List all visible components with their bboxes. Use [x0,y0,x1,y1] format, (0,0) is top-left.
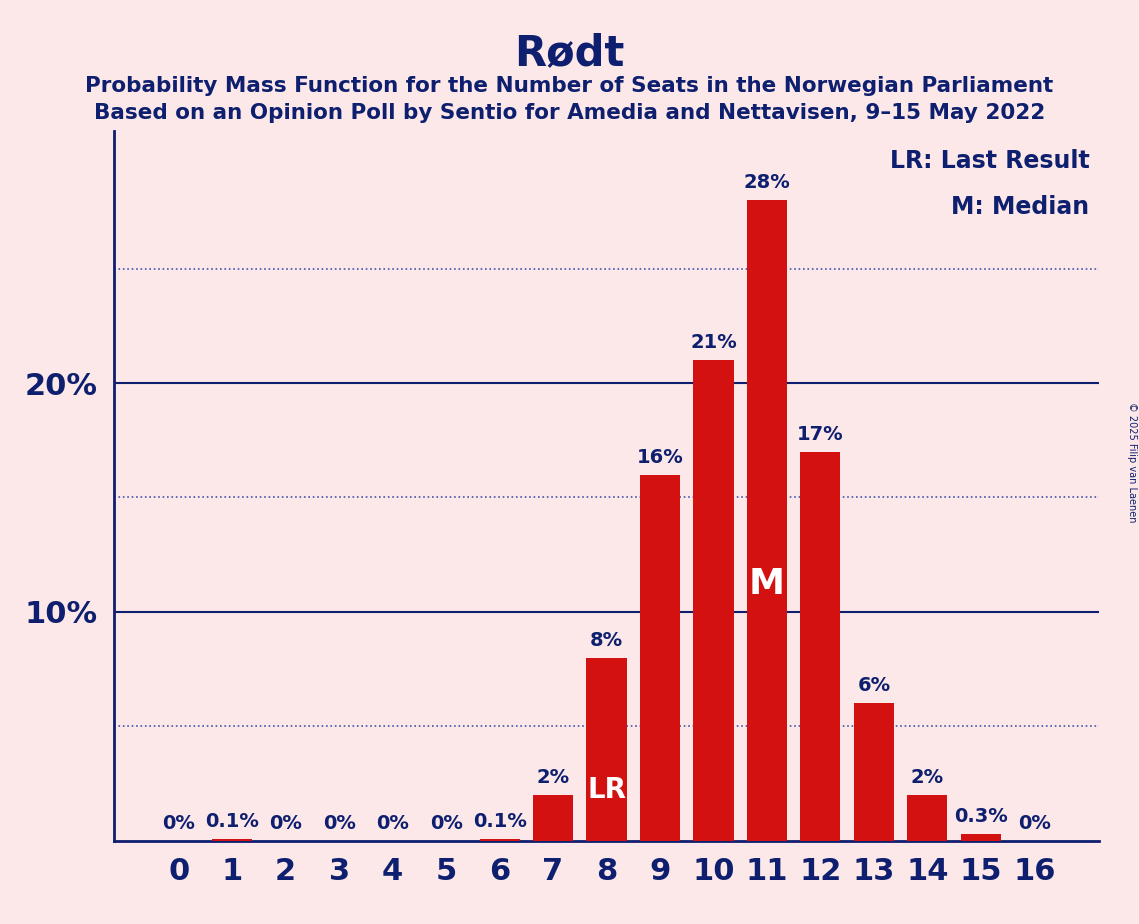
Text: Rødt: Rødt [515,32,624,74]
Text: 16%: 16% [637,447,683,467]
Text: 0%: 0% [429,814,462,833]
Text: 0%: 0% [1018,814,1051,833]
Text: 28%: 28% [744,173,790,192]
Bar [587,658,626,841]
Text: M: M [749,567,785,602]
Bar [533,795,573,841]
Text: 0.1%: 0.1% [205,811,260,831]
Text: 6%: 6% [858,676,891,696]
Text: © 2025 Filip van Laenen: © 2025 Filip van Laenen [1126,402,1137,522]
Text: 0%: 0% [162,814,195,833]
Text: 0.3%: 0.3% [954,807,1008,826]
Bar [747,200,787,841]
Text: Probability Mass Function for the Number of Seats in the Norwegian Parliament: Probability Mass Function for the Number… [85,76,1054,96]
Bar [480,839,519,841]
Text: 0%: 0% [376,814,409,833]
Text: 0%: 0% [269,814,302,833]
Text: 2%: 2% [536,768,570,787]
Text: 0.1%: 0.1% [473,811,526,831]
Bar [212,839,252,841]
Text: 8%: 8% [590,631,623,650]
Bar [640,475,680,841]
Bar [854,703,894,841]
Bar [694,360,734,841]
Bar [961,834,1001,841]
Text: M: Median: M: Median [951,195,1089,219]
Text: LR: Last Result: LR: Last Result [890,149,1089,173]
Text: 21%: 21% [690,334,737,352]
Text: 0%: 0% [322,814,355,833]
Text: 2%: 2% [911,768,944,787]
Bar [908,795,948,841]
Text: 17%: 17% [797,425,844,444]
Text: LR: LR [587,775,626,804]
Text: Based on an Opinion Poll by Sentio for Amedia and Nettavisen, 9–15 May 2022: Based on an Opinion Poll by Sentio for A… [93,103,1046,124]
Bar [801,452,841,841]
